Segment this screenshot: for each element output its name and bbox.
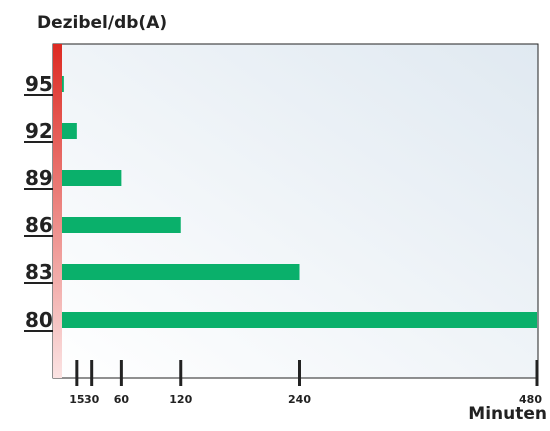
x-axis-label: Minuten [468,404,547,424]
bar-86db [62,217,181,233]
y-tick-label-89: 89 [25,166,53,190]
y-tick-label-83: 83 [25,260,53,284]
bar-92db [62,123,77,139]
x-tick-label-60: 60 [114,393,130,406]
y-tick-label-86: 86 [25,213,53,237]
bar-95db [62,76,64,92]
x-tick-label-120: 120 [169,393,192,406]
y-tick-label-92: 92 [25,119,53,143]
y-axis-label: Dezibel/db(A) [37,13,167,33]
bar-89db [62,170,122,186]
bar-80db [62,312,537,328]
bar-83db [62,264,300,280]
x-tick-label-480: 480 [519,393,542,406]
x-tick-label-240: 240 [288,393,311,406]
y-axis-stripe [53,44,62,378]
y-tick-label-80: 80 [25,308,53,332]
y-tick-label-95: 95 [25,72,53,96]
x-tick-label-30: 30 [84,393,100,406]
x-tick-label-15: 15 [69,393,84,406]
